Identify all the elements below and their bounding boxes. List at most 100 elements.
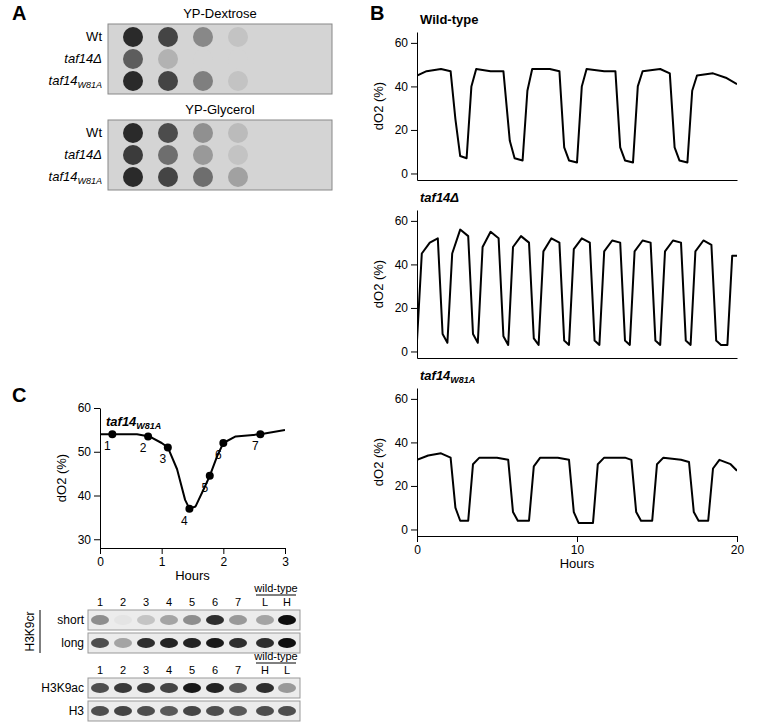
tick: 50 — [78, 445, 100, 459]
blot-label: H3 — [69, 704, 85, 718]
spot — [193, 123, 213, 143]
chart-title: taf14W81A — [420, 368, 475, 385]
spot — [158, 167, 178, 187]
tick-mark — [223, 548, 224, 554]
band — [183, 638, 201, 648]
tick-label: 0 — [401, 345, 408, 359]
tick-label: 2 — [220, 555, 227, 569]
band — [278, 638, 296, 648]
band — [137, 638, 155, 648]
band — [278, 683, 296, 693]
band — [256, 615, 274, 625]
spot — [193, 27, 213, 47]
y-axis: 0204060 — [395, 211, 418, 359]
spot — [123, 71, 143, 91]
tick-mark — [411, 442, 417, 443]
point-label: 5 — [201, 481, 208, 495]
lane-label: 5 — [189, 596, 195, 608]
axis-line — [101, 548, 286, 549]
band — [160, 638, 178, 648]
band — [256, 706, 274, 716]
bracket — [256, 595, 296, 596]
lane-label: L — [284, 664, 290, 676]
band — [206, 615, 224, 625]
band — [160, 683, 178, 693]
tick-label: 0 — [401, 523, 408, 537]
band — [91, 638, 109, 648]
tick-mark — [411, 264, 417, 265]
spot — [228, 145, 248, 165]
y-axis: 30 40 50 60 — [78, 401, 101, 548]
data-point — [164, 443, 172, 451]
band — [256, 638, 274, 648]
row-label: Wt — [86, 29, 102, 44]
band — [229, 638, 247, 648]
lane-label: 1 — [97, 596, 103, 608]
data-point — [185, 505, 193, 513]
tick-mark — [285, 548, 286, 554]
tick-mark — [411, 43, 417, 44]
spot — [158, 49, 178, 69]
tick: 60 — [78, 401, 100, 415]
y-axis: 0 20 40 60 — [395, 389, 418, 537]
tick-label: 0 — [401, 167, 408, 181]
row-label: Wt — [86, 125, 102, 140]
plate — [108, 24, 332, 94]
x-axis: 0 1 2 3 — [97, 548, 289, 569]
tick-mark — [737, 536, 738, 542]
blot — [88, 678, 300, 698]
spot — [123, 49, 143, 69]
tick-mark — [417, 536, 418, 542]
tick-label: 60 — [78, 401, 92, 415]
panel-label: B — [370, 2, 384, 24]
tick-label: 20 — [395, 123, 409, 137]
band — [137, 683, 155, 693]
band — [278, 615, 296, 625]
band — [91, 615, 109, 625]
tick-label: 60 — [395, 392, 409, 406]
tick-label: 0 — [97, 555, 104, 569]
chart-title: taf14Δ — [420, 190, 459, 205]
lane-label: 2 — [120, 596, 126, 608]
tick: 0 — [401, 523, 417, 537]
row-label: taf14W81A — [49, 169, 102, 186]
tick: 20 — [395, 479, 417, 493]
spot — [228, 123, 248, 143]
y-axis-title: dO2 (%) — [371, 438, 386, 486]
group-label: H3K9cr — [23, 611, 37, 651]
tick-label: 60 — [395, 36, 409, 50]
lane-label: 1 — [97, 664, 103, 676]
lane-label: 3 — [143, 596, 149, 608]
tick-mark — [94, 408, 100, 409]
plate — [108, 120, 332, 190]
y-axis-title: dO2 (%) — [54, 454, 69, 502]
blot — [88, 701, 300, 721]
tick-mark — [411, 173, 417, 174]
data-line — [417, 230, 737, 345]
plot-area — [417, 453, 737, 523]
band — [160, 706, 178, 716]
band — [206, 683, 224, 693]
tick-mark — [411, 130, 417, 131]
x-axis-title: Hours — [175, 568, 210, 583]
bracket — [40, 610, 41, 653]
tick: 40 — [395, 436, 417, 450]
point-label: 4 — [181, 514, 188, 528]
spot — [123, 145, 143, 165]
tick: 1 — [159, 548, 166, 569]
band — [278, 706, 296, 716]
axis-line — [418, 180, 738, 181]
tick: 40 — [78, 489, 100, 503]
lane-label: 5 — [189, 664, 195, 676]
band — [137, 706, 155, 716]
tick-label: 30 — [78, 533, 92, 547]
chart-title: Wild-type — [420, 12, 478, 27]
wild-type-label: wild-type — [253, 650, 297, 662]
lane-label: 7 — [235, 596, 241, 608]
tick-label: 60 — [395, 214, 409, 228]
band — [114, 638, 132, 648]
tick: 3 — [282, 548, 289, 569]
spot — [193, 71, 213, 91]
tick: 20 — [395, 301, 417, 315]
row-label: taf14Δ — [64, 51, 102, 66]
